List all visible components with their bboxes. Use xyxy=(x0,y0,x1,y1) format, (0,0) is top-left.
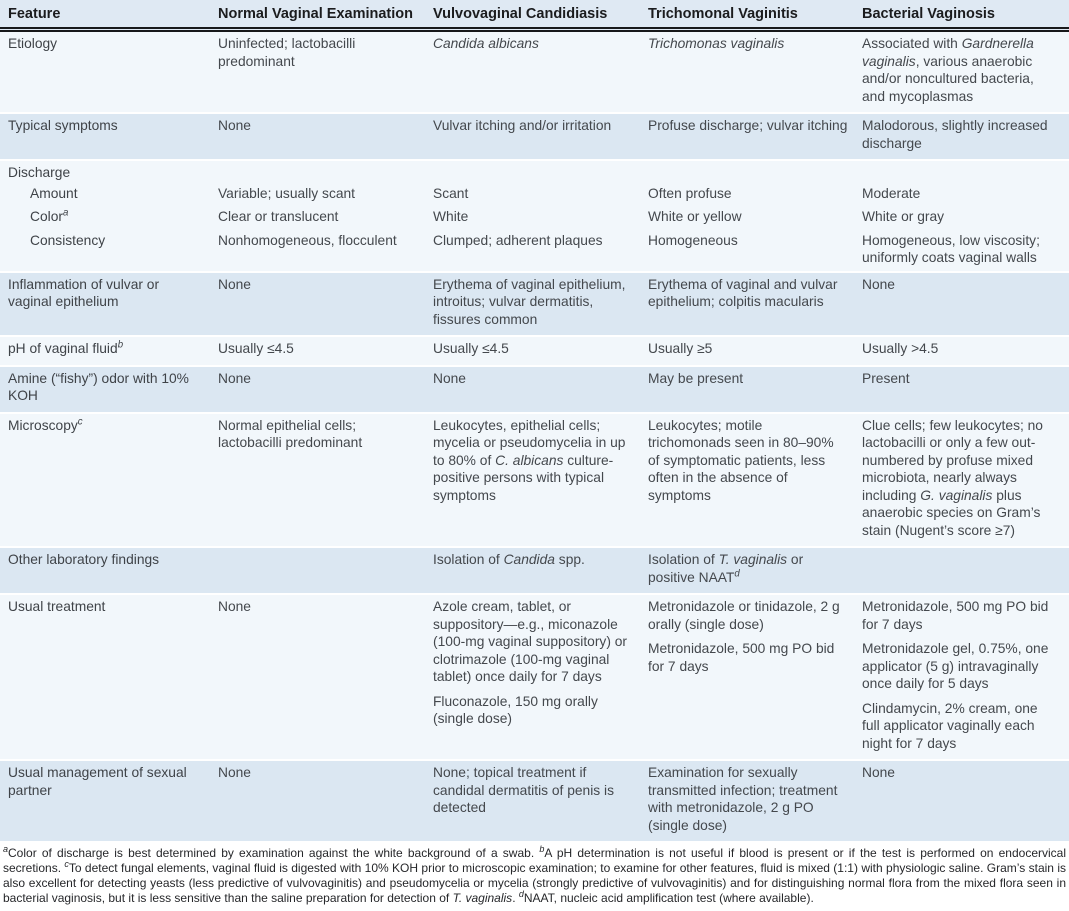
feature-cell: Etiology xyxy=(0,29,218,113)
header-row: Feature Normal Vaginal Examination Vulvova… xyxy=(0,0,1069,32)
value-cell: White or gray xyxy=(862,206,1069,230)
table-row: Amount Variable; usually scant Scant Often … xyxy=(0,182,1069,206)
table-row: Other laboratory findings Isolation of Ca… xyxy=(0,546,1069,594)
value-cell: Homogeneous, low viscosity; uniformly co… xyxy=(862,229,1069,272)
table-row: Inflammation of vulvar or vaginal epithe… xyxy=(0,270,1069,336)
value-cell: None xyxy=(218,364,433,413)
column-header-bacterial-vaginosis: Bacterial Vaginosis xyxy=(862,0,1069,32)
value-cell: Candida albicans xyxy=(433,29,648,113)
table-row: Amine (“fishy”) odor with 10% KOH None Non… xyxy=(0,364,1069,413)
value-cell xyxy=(433,159,648,183)
value-cell: Clumped; adherent plaques xyxy=(433,229,648,272)
value-cell: Erythema of vaginal epithelium, introitu… xyxy=(433,270,648,336)
value-cell: Azole cream, tablet, or suppository—e.g.… xyxy=(433,593,648,760)
value-cell: Isolation of Candida spp. xyxy=(433,546,648,594)
feature-cell: Usual treatment xyxy=(0,593,218,760)
table-body: Etiology Uninfected; lactobacilli predomi… xyxy=(0,29,1069,841)
value-cell: Often profuse xyxy=(648,182,862,206)
value-cell: Normal epithelial cells; lactobacilli pr… xyxy=(218,411,433,547)
value-cell: None xyxy=(218,759,433,841)
value-cell: Moderate xyxy=(862,182,1069,206)
value-cell: Trichomonas vaginalis xyxy=(648,29,862,113)
value-cell: Nonhomogeneous, flocculent xyxy=(218,229,433,272)
table-row: Etiology Uninfected; lactobacilli predomi… xyxy=(0,29,1069,113)
value-cell: None; topical treatment if candidal derm… xyxy=(433,759,648,841)
value-cell: White xyxy=(433,206,648,230)
value-cell: Usually >4.5 xyxy=(862,335,1069,366)
value-cell: Examination for sexually transmitted inf… xyxy=(648,759,862,841)
value-cell: Homogeneous xyxy=(648,229,862,272)
value-cell: Uninfected; lactobacilli predominant xyxy=(218,29,433,113)
value-cell: Erythema of vaginal and vulvar epitheliu… xyxy=(648,270,862,336)
table-row: Usual treatment None Azole cream, tablet, … xyxy=(0,593,1069,760)
table-header: Feature Normal Vaginal Examination Vulvova… xyxy=(0,0,1069,32)
table-row: Discharge xyxy=(0,159,1069,183)
feature-cell: Consistency xyxy=(0,229,218,272)
feature-cell: Discharge xyxy=(0,159,218,183)
value-cell: None xyxy=(218,593,433,760)
column-header-normal-vaginal-examination: Normal Vaginal Examination xyxy=(218,0,433,32)
value-cell xyxy=(862,546,1069,594)
table-row: Usual management of sexual partner None No… xyxy=(0,759,1069,841)
feature-cell: Other laboratory findings xyxy=(0,546,218,594)
value-cell: Metronidazole or tinidazole, 2 g orally … xyxy=(648,593,862,760)
value-cell: Variable; usually scant xyxy=(218,182,433,206)
table-row: pH of vaginal fluidb Usually ≤4.5 Usually … xyxy=(0,335,1069,366)
value-cell: Isolation of T. vaginalis or positive NA… xyxy=(648,546,862,594)
value-cell: Clue cells; few leukocytes; no lactobaci… xyxy=(862,411,1069,547)
value-cell: Leukocytes, epithelial cells; mycelia or… xyxy=(433,411,648,547)
feature-cell: Colora xyxy=(0,206,218,230)
table-row: Typical symptoms None Vulvar itching and/o… xyxy=(0,112,1069,160)
value-cell: Profuse discharge; vulvar itching xyxy=(648,112,862,160)
column-header-vulvovaginal-candidiasis: Vulvovaginal Candidiasis xyxy=(433,0,648,32)
feature-cell: Microscopyc xyxy=(0,411,218,547)
feature-cell: Typical symptoms xyxy=(0,112,218,160)
value-cell: Leukocytes; motile trichomonads seen in … xyxy=(648,411,862,547)
value-cell: Present xyxy=(862,364,1069,413)
value-cell: None xyxy=(433,364,648,413)
value-cell xyxy=(218,546,433,594)
value-cell: Associated with Gardnerella vaginalis, v… xyxy=(862,29,1069,113)
feature-cell: Amine (“fishy”) odor with 10% KOH xyxy=(0,364,218,413)
value-cell xyxy=(218,159,433,183)
value-cell: Clear or translucent xyxy=(218,206,433,230)
table-row: Consistency Nonhomogeneous, flocculent Clu… xyxy=(0,229,1069,272)
value-cell: Usually ≥5 xyxy=(648,335,862,366)
table-row: Colora Clear or translucent White White or … xyxy=(0,206,1069,230)
value-cell: Usually ≤4.5 xyxy=(218,335,433,366)
column-header-feature: Feature xyxy=(0,0,218,32)
value-cell: None xyxy=(862,270,1069,336)
value-cell xyxy=(862,159,1069,183)
feature-cell: pH of vaginal fluidb xyxy=(0,335,218,366)
value-cell: Malodorous, slightly increased discharge xyxy=(862,112,1069,160)
feature-cell: Usual management of sexual partner xyxy=(0,759,218,841)
value-cell: Usually ≤4.5 xyxy=(433,335,648,366)
value-cell: Scant xyxy=(433,182,648,206)
value-cell: None xyxy=(218,270,433,336)
value-cell: May be present xyxy=(648,364,862,413)
feature-cell: Inflammation of vulvar or vaginal epithe… xyxy=(0,270,218,336)
value-cell: Metronidazole, 500 mg PO bid for 7 days M… xyxy=(862,593,1069,760)
comparison-table: Feature Normal Vaginal Examination Vulvova… xyxy=(0,0,1069,841)
value-cell: White or yellow xyxy=(648,206,862,230)
value-cell xyxy=(648,159,862,183)
value-cell: None xyxy=(218,112,433,160)
value-cell: Vulvar itching and/or irritation xyxy=(433,112,648,160)
feature-cell: Amount xyxy=(0,182,218,206)
column-header-trichomonal-vaginitis: Trichomonal Vaginitis xyxy=(648,0,862,32)
table-footnotes: aColor of discharge is best determined b… xyxy=(3,844,1066,906)
value-cell: None xyxy=(862,759,1069,841)
table-row: Microscopyc Normal epithelial cells; lact… xyxy=(0,411,1069,547)
